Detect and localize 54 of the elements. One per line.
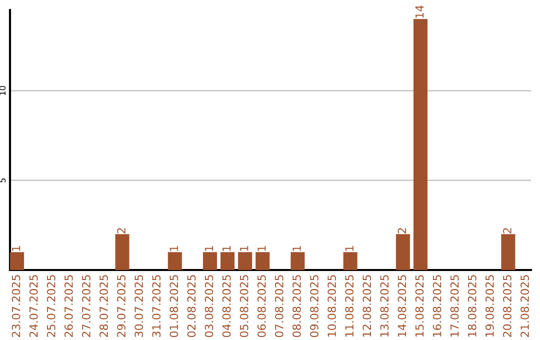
bar — [290, 252, 305, 270]
bar — [10, 252, 24, 270]
x-tick-label: 15.08.2025 — [415, 275, 424, 337]
x-tick-label: 30.07.2025 — [134, 275, 144, 337]
bar — [343, 252, 358, 270]
bar — [256, 252, 270, 270]
bar — [220, 252, 235, 270]
x-tick-label: 25.07.2025 — [46, 275, 56, 337]
x-tick-label: 10.08.2025 — [328, 275, 336, 337]
x-tick-label: 23.07.2025 — [12, 275, 20, 337]
bar — [501, 234, 516, 270]
bar — [413, 18, 428, 270]
data-label: 2 — [503, 228, 512, 234]
bar — [396, 234, 410, 270]
x-tick-label: 26.07.2025 — [64, 275, 73, 337]
bar — [115, 234, 130, 270]
data-label: 1 — [258, 246, 266, 251]
x-tick-label: 13.08.2025 — [380, 275, 389, 337]
x-tick-label: 20.08.2025 — [503, 275, 512, 337]
x-tick-label: 16.08.2025 — [432, 275, 442, 337]
x-tick-label: 28.07.2025 — [100, 275, 108, 337]
data-label: 2 — [117, 228, 126, 234]
x-tick-label: 01.08.2025 — [170, 275, 178, 338]
x-tick-label: 12.08.2025 — [362, 275, 372, 337]
bar — [202, 252, 217, 270]
x-tick-label: 31.07.2025 — [152, 275, 161, 337]
data-label: 1 — [170, 246, 178, 251]
x-tick-label: 19.08.2025 — [485, 275, 494, 337]
x-tick-label: 08.08.2025 — [292, 275, 301, 338]
bar — [238, 252, 252, 270]
bar — [168, 252, 182, 270]
x-tick-label: 04.08.2025 — [222, 275, 231, 338]
x-tick-label: 02.08.2025 — [187, 275, 196, 338]
x-tick-label: 29.07.2025 — [117, 275, 126, 337]
x-tick-label: 17.08.2025 — [450, 275, 459, 337]
data-label: 1 — [12, 246, 20, 251]
x-tick-label: 14.08.2025 — [398, 275, 406, 337]
x-tick-label: 03.08.2025 — [204, 275, 214, 338]
x-tick-label: 07.08.2025 — [274, 275, 284, 338]
x-tick-label: 21.08.2025 — [520, 275, 529, 337]
x-tick-label: 24.07.2025 — [29, 275, 38, 337]
data-label: 1 — [292, 246, 301, 251]
x-tick-label: 18.08.2025 — [468, 275, 476, 337]
data-label: 14 — [415, 5, 424, 18]
data-label: 1 — [222, 246, 231, 251]
data-label: 1 — [204, 246, 214, 251]
data-label: 1 — [240, 246, 248, 251]
data-label: 1 — [345, 246, 354, 251]
data-label: 2 — [398, 228, 406, 234]
x-tick-label: 05.08.2025 — [240, 275, 248, 338]
x-tick-label: 11.08.2025 — [345, 275, 354, 337]
x-tick-label: 27.07.2025 — [82, 275, 90, 337]
x-tick-label: 09.08.2025 — [310, 275, 318, 338]
x-tick-label: 06.08.2025 — [257, 275, 266, 338]
